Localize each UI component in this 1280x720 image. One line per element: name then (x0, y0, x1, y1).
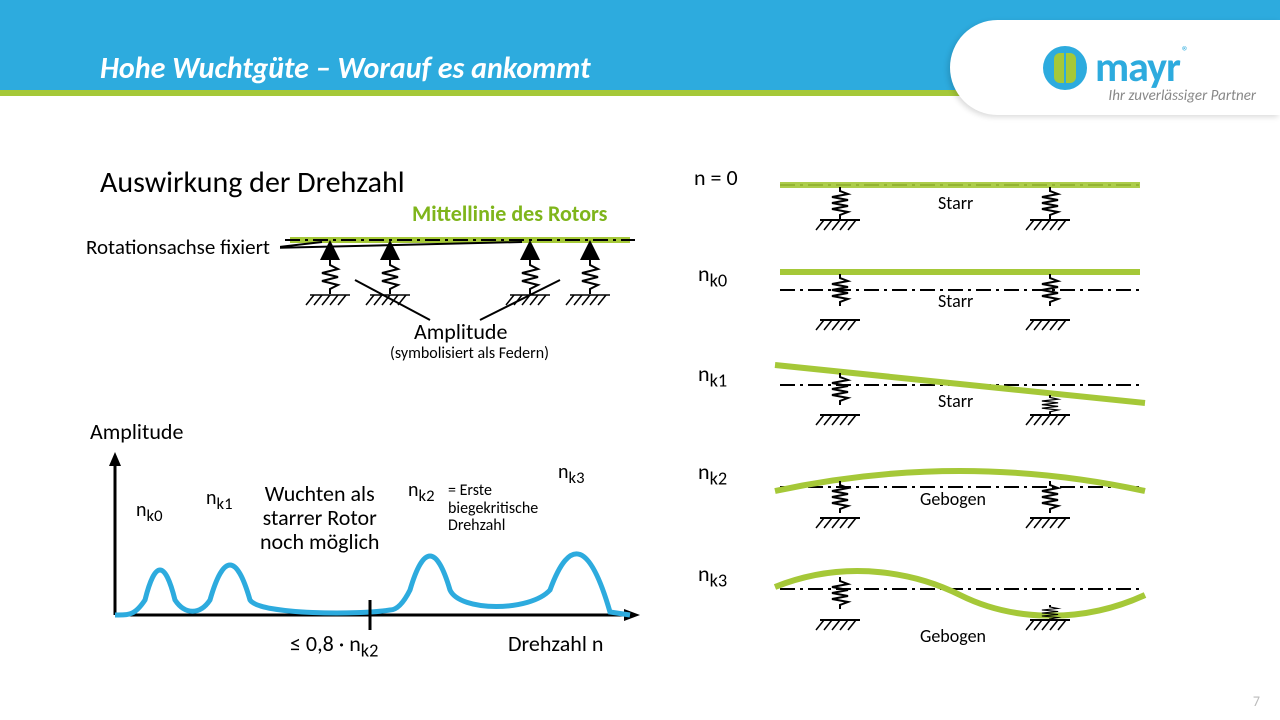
rotationsachse-label: Rotationsachse fixiert (86, 234, 270, 260)
amplitude-main-label: Amplitude (414, 318, 507, 345)
logo-reg: ® (1182, 43, 1189, 60)
logo-area: mayr ® Ihr zuverlässiger Partner (950, 20, 1280, 115)
row2-state-label: Starr (938, 390, 973, 412)
row1-state-label: Starr (938, 290, 973, 312)
row4-state-label: Gebogen (920, 625, 986, 647)
section-title: Auswirkung der Drehzahl (100, 164, 405, 201)
page-number: 7 (1253, 693, 1260, 710)
row0-n-label: n = 0 (694, 164, 738, 191)
row1-n-label: nk0 (698, 260, 727, 291)
logo-tagline: Ihr zuverlässiger Partner (1108, 87, 1256, 105)
nk2-peak-label: nk2 (408, 478, 435, 506)
nk3-peak-label: nk3 (558, 460, 585, 488)
amplitude-axis-label: Amplitude (90, 418, 183, 445)
amplitude-sub-label: (symbolisiert als Federn) (390, 344, 549, 363)
logo-text: mayr (1095, 42, 1180, 93)
nk2-desc-label: = Erste biegekritische Drehzahl (448, 482, 538, 535)
nk0-peak-label: nk0 (136, 498, 163, 526)
nk1-peak-label: nk1 (206, 486, 233, 514)
limit-label: ≤ 0,8 · nk2 (290, 630, 378, 661)
row3-state-label: Gebogen (920, 488, 986, 510)
drehzahl-label: Drehzahl n (508, 630, 603, 657)
row4-n-label: nk3 (698, 560, 727, 591)
row0-state-label: Starr (938, 192, 973, 214)
header-title: Hohe Wuchtgüte – Worauf es ankommt (100, 50, 591, 87)
rotor-states (720, 165, 1150, 685)
row3-n-label: nk2 (698, 458, 727, 489)
wuchten-label: Wuchten als starrer Rotor noch möglich (260, 482, 380, 555)
mittellinie-label: Mittellinie des Rotors (412, 200, 607, 227)
logo-icon (1043, 46, 1087, 90)
row2-n-label: nk1 (698, 360, 727, 391)
